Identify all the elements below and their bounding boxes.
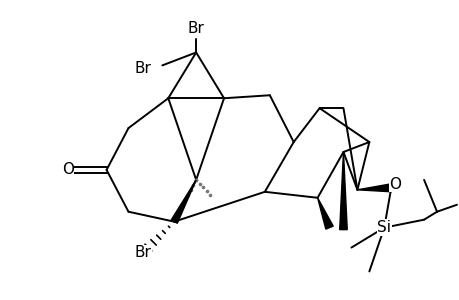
Polygon shape — [171, 180, 196, 223]
Text: O: O — [62, 162, 73, 177]
Polygon shape — [317, 198, 332, 229]
Text: Br: Br — [134, 245, 151, 260]
Polygon shape — [339, 152, 347, 230]
Polygon shape — [357, 184, 391, 192]
Text: O: O — [388, 177, 400, 192]
Text: Br: Br — [187, 21, 204, 36]
Text: Br: Br — [134, 61, 151, 76]
Text: Si: Si — [376, 220, 391, 235]
